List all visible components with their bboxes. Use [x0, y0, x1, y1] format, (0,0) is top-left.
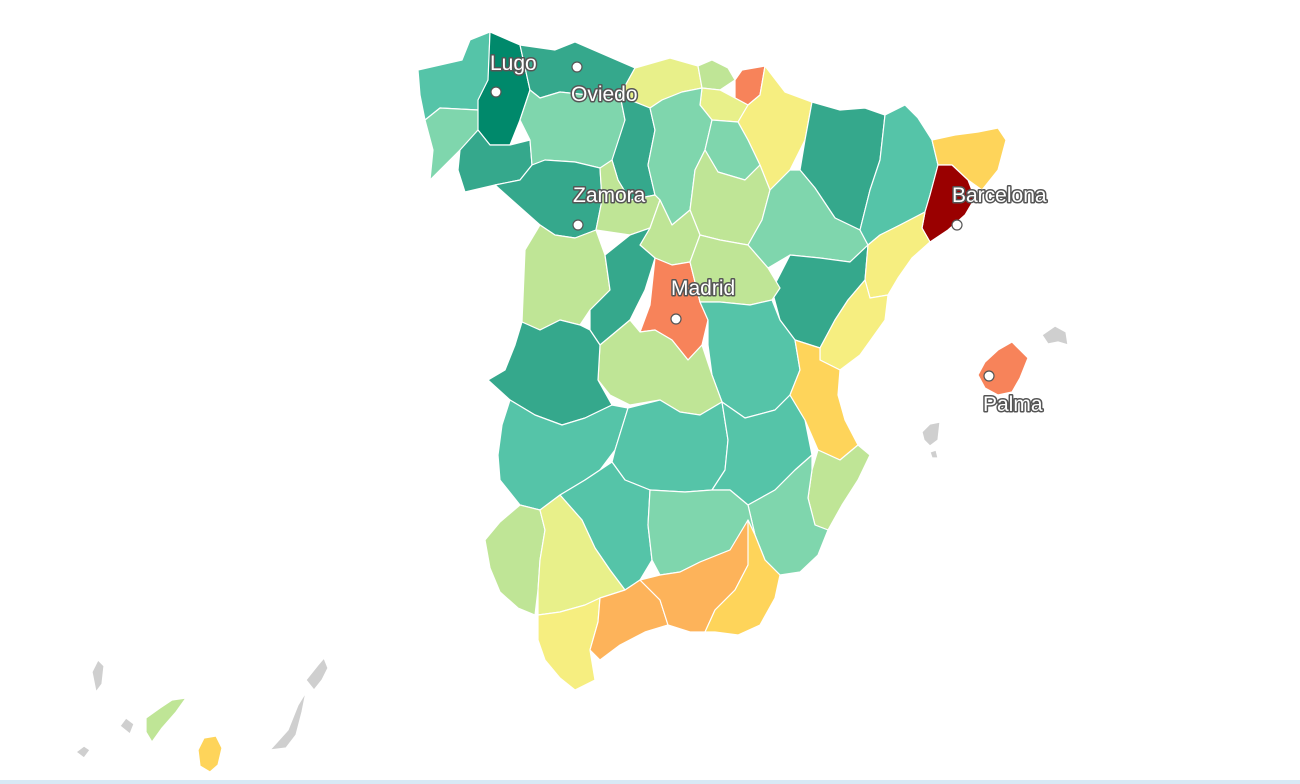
island-lanzarote[interactable]: [305, 657, 329, 691]
province-toledo[interactable]: [597, 319, 723, 416]
province-avila[interactable]: [589, 227, 656, 346]
island-mallorca[interactable]: [977, 341, 1029, 396]
province-malaga[interactable]: [589, 579, 669, 661]
province-castellon[interactable]: [819, 279, 889, 371]
island-menorca[interactable]: [1041, 325, 1069, 346]
island-formentera[interactable]: [929, 449, 939, 459]
island-gran-canaria[interactable]: [197, 735, 223, 773]
city-label-madrid: Madrid: [671, 277, 735, 300]
city-label-palma: Palma: [983, 393, 1043, 416]
city-label-zamora: Zamora: [573, 184, 646, 207]
city-label-oviedo: Oviedo: [571, 83, 638, 106]
provinces-layer: [75, 31, 1069, 773]
island-el-hierro[interactable]: [75, 745, 91, 759]
bottom-border-bar: [0, 780, 1300, 784]
city-dot-palma: [983, 370, 995, 382]
province-huelva[interactable]: [484, 504, 546, 616]
province-guadalajara[interactable]: [689, 234, 781, 306]
island-la-palma[interactable]: [91, 659, 105, 693]
province-barcelona[interactable]: [921, 164, 976, 243]
city-dot-oviedo: [571, 61, 583, 73]
island-fuerteventura[interactable]: [269, 691, 307, 751]
city-dot-zamora: [572, 219, 584, 231]
city-dot-lugo: [490, 86, 502, 98]
province-cadiz[interactable]: [537, 597, 601, 691]
province-almeria[interactable]: [704, 519, 781, 636]
province-ciudad-real[interactable]: [611, 399, 729, 493]
city-dot-barcelona: [951, 219, 963, 231]
city-markers-layer: Lugo Oviedo Zamora Madrid Barcelona Palm…: [489, 51, 1049, 418]
city-label-lugo: Lugo: [490, 52, 537, 75]
island-ibiza[interactable]: [921, 421, 941, 447]
city-dot-madrid: [670, 313, 682, 325]
island-tenerife[interactable]: [145, 697, 187, 743]
city-label-barcelona: Barcelona: [952, 184, 1047, 207]
province-tarragona[interactable]: [864, 211, 931, 299]
province-bizkaia[interactable]: [697, 59, 736, 91]
island-la-gomera[interactable]: [119, 717, 135, 735]
